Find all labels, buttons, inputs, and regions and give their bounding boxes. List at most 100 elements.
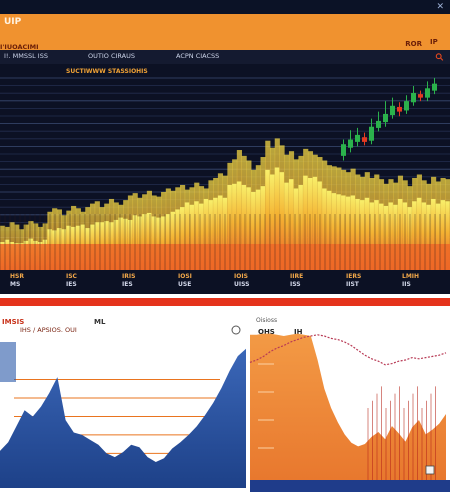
volume-bar [165,214,171,270]
search-icon[interactable] [435,53,444,61]
candle-body [369,126,374,141]
volume-bar [236,181,242,270]
candle-body [432,83,437,91]
volume-bar [326,190,332,270]
volume-bar [378,203,384,270]
account-button[interactable]: IP [430,38,438,46]
x-tick-label: ISS [290,281,301,288]
main-price-chart[interactable]: SUCTIWWW STASSIOHIS HSR MS ISC IES IRIS IES IOS… [0,64,450,294]
volume-bar [440,200,446,270]
x-tick-label: MS [10,281,20,288]
volume-bar [421,202,427,270]
toolbar-item-3[interactable]: ACPN CIACSS [176,52,220,60]
app-header: UIP I'IUOACIMI ROR IP [0,14,450,51]
volume-bar [265,169,270,270]
left-panel-badge: ML [94,318,106,326]
volume-bar [331,193,337,270]
volume-bar [407,207,412,270]
volume-bar [393,204,398,270]
x-tick-label: HSR [10,273,24,280]
volume-bar [445,201,450,270]
volume-bar [213,197,218,270]
volume-bar [189,204,194,270]
volume-bar [142,214,147,270]
main-chart-canvas: SUCTIWWW STASSIOHISHSRMSISCIESIRISIESIOS… [0,64,450,294]
x-tick-label: IOIS [234,273,248,280]
x-tick-label: IRIS [122,273,135,280]
volume-bar [241,184,247,270]
volume-bar [383,205,389,270]
x-tick-label: ISC [66,273,78,280]
volume-bar [317,181,322,270]
toolbar-item-2[interactable]: OUTIO CIRAUS [88,52,135,60]
ticker-name: I'IUOACIMI [0,43,39,51]
left-panel-footer [0,488,246,500]
lower-top-divider [0,298,450,306]
volume-bar [251,191,256,270]
window-close-icon[interactable]: ✕ [436,2,444,12]
candle-body [404,101,409,111]
volume-bar [208,200,213,270]
volume-bar [426,204,431,270]
right-panel-subtitle: OHS [258,328,275,336]
volume-bar [151,216,157,270]
refresh-icon [231,325,241,335]
x-tick-label: IES [122,281,133,288]
volume-bar [350,195,356,270]
volume-bar [284,182,289,270]
candle-body [397,106,402,112]
volume-bar [180,207,185,270]
x-tick-label: LMIH [402,273,419,280]
volume-bar [369,202,374,270]
volume-bar [194,201,199,270]
x-tick-label: IOSI [178,273,192,280]
volume-bar [232,183,237,270]
volume-bar [388,202,393,270]
volume-bar [246,187,251,270]
x-tick-label: USE [178,281,191,288]
candle-body [383,113,388,123]
volume-bar [255,189,261,270]
lower-panels: IMSIS IHS / APSIOS. OUI ML Oisioss OHS IH [0,294,450,500]
candle-body [425,88,430,98]
x-tick-label: IES [66,281,77,288]
left-panel-subtitle: IHS / APSIOS. OUI [20,326,77,334]
volume-bar [270,174,275,270]
volume-bar [156,217,161,270]
x-tick-label: IIST [346,281,360,288]
volume-bar [355,198,360,270]
volume-bar [184,202,190,270]
app-title: UIP [4,17,22,27]
right-panel-title: Oisioss [256,317,277,324]
volume-bar [260,186,266,270]
volume-bar [137,216,142,270]
volume-bar [303,175,308,270]
left-panel-title: IMSIS [2,318,24,326]
candle-body [355,134,360,142]
right-line-series [249,334,447,366]
candle-body [341,144,346,156]
candle-body [362,137,367,142]
left-axis-stub [0,342,16,382]
window-controls: ✕ [436,2,444,12]
volume-bar [364,197,370,270]
volume-bar [118,217,123,270]
volume-bar [227,184,232,270]
volume-bar [345,196,351,270]
volume-bar [293,188,299,270]
volume-bar [298,184,303,270]
toolbar-item-1[interactable]: I!. MMSSL ISS [4,52,48,60]
volume-bar [322,188,327,270]
volume-bar [203,198,209,270]
right-panel-badge: IH [294,328,303,336]
left-area-series [0,348,246,494]
volume-bar [341,195,346,270]
candle-body [348,139,353,148]
volume-bar [360,200,365,270]
x-tick-label: UISS [234,281,249,288]
header-action-button[interactable]: ROR [405,40,422,48]
volume-bar [146,212,152,270]
volume-bar [374,200,379,270]
right-area-series [250,333,446,480]
